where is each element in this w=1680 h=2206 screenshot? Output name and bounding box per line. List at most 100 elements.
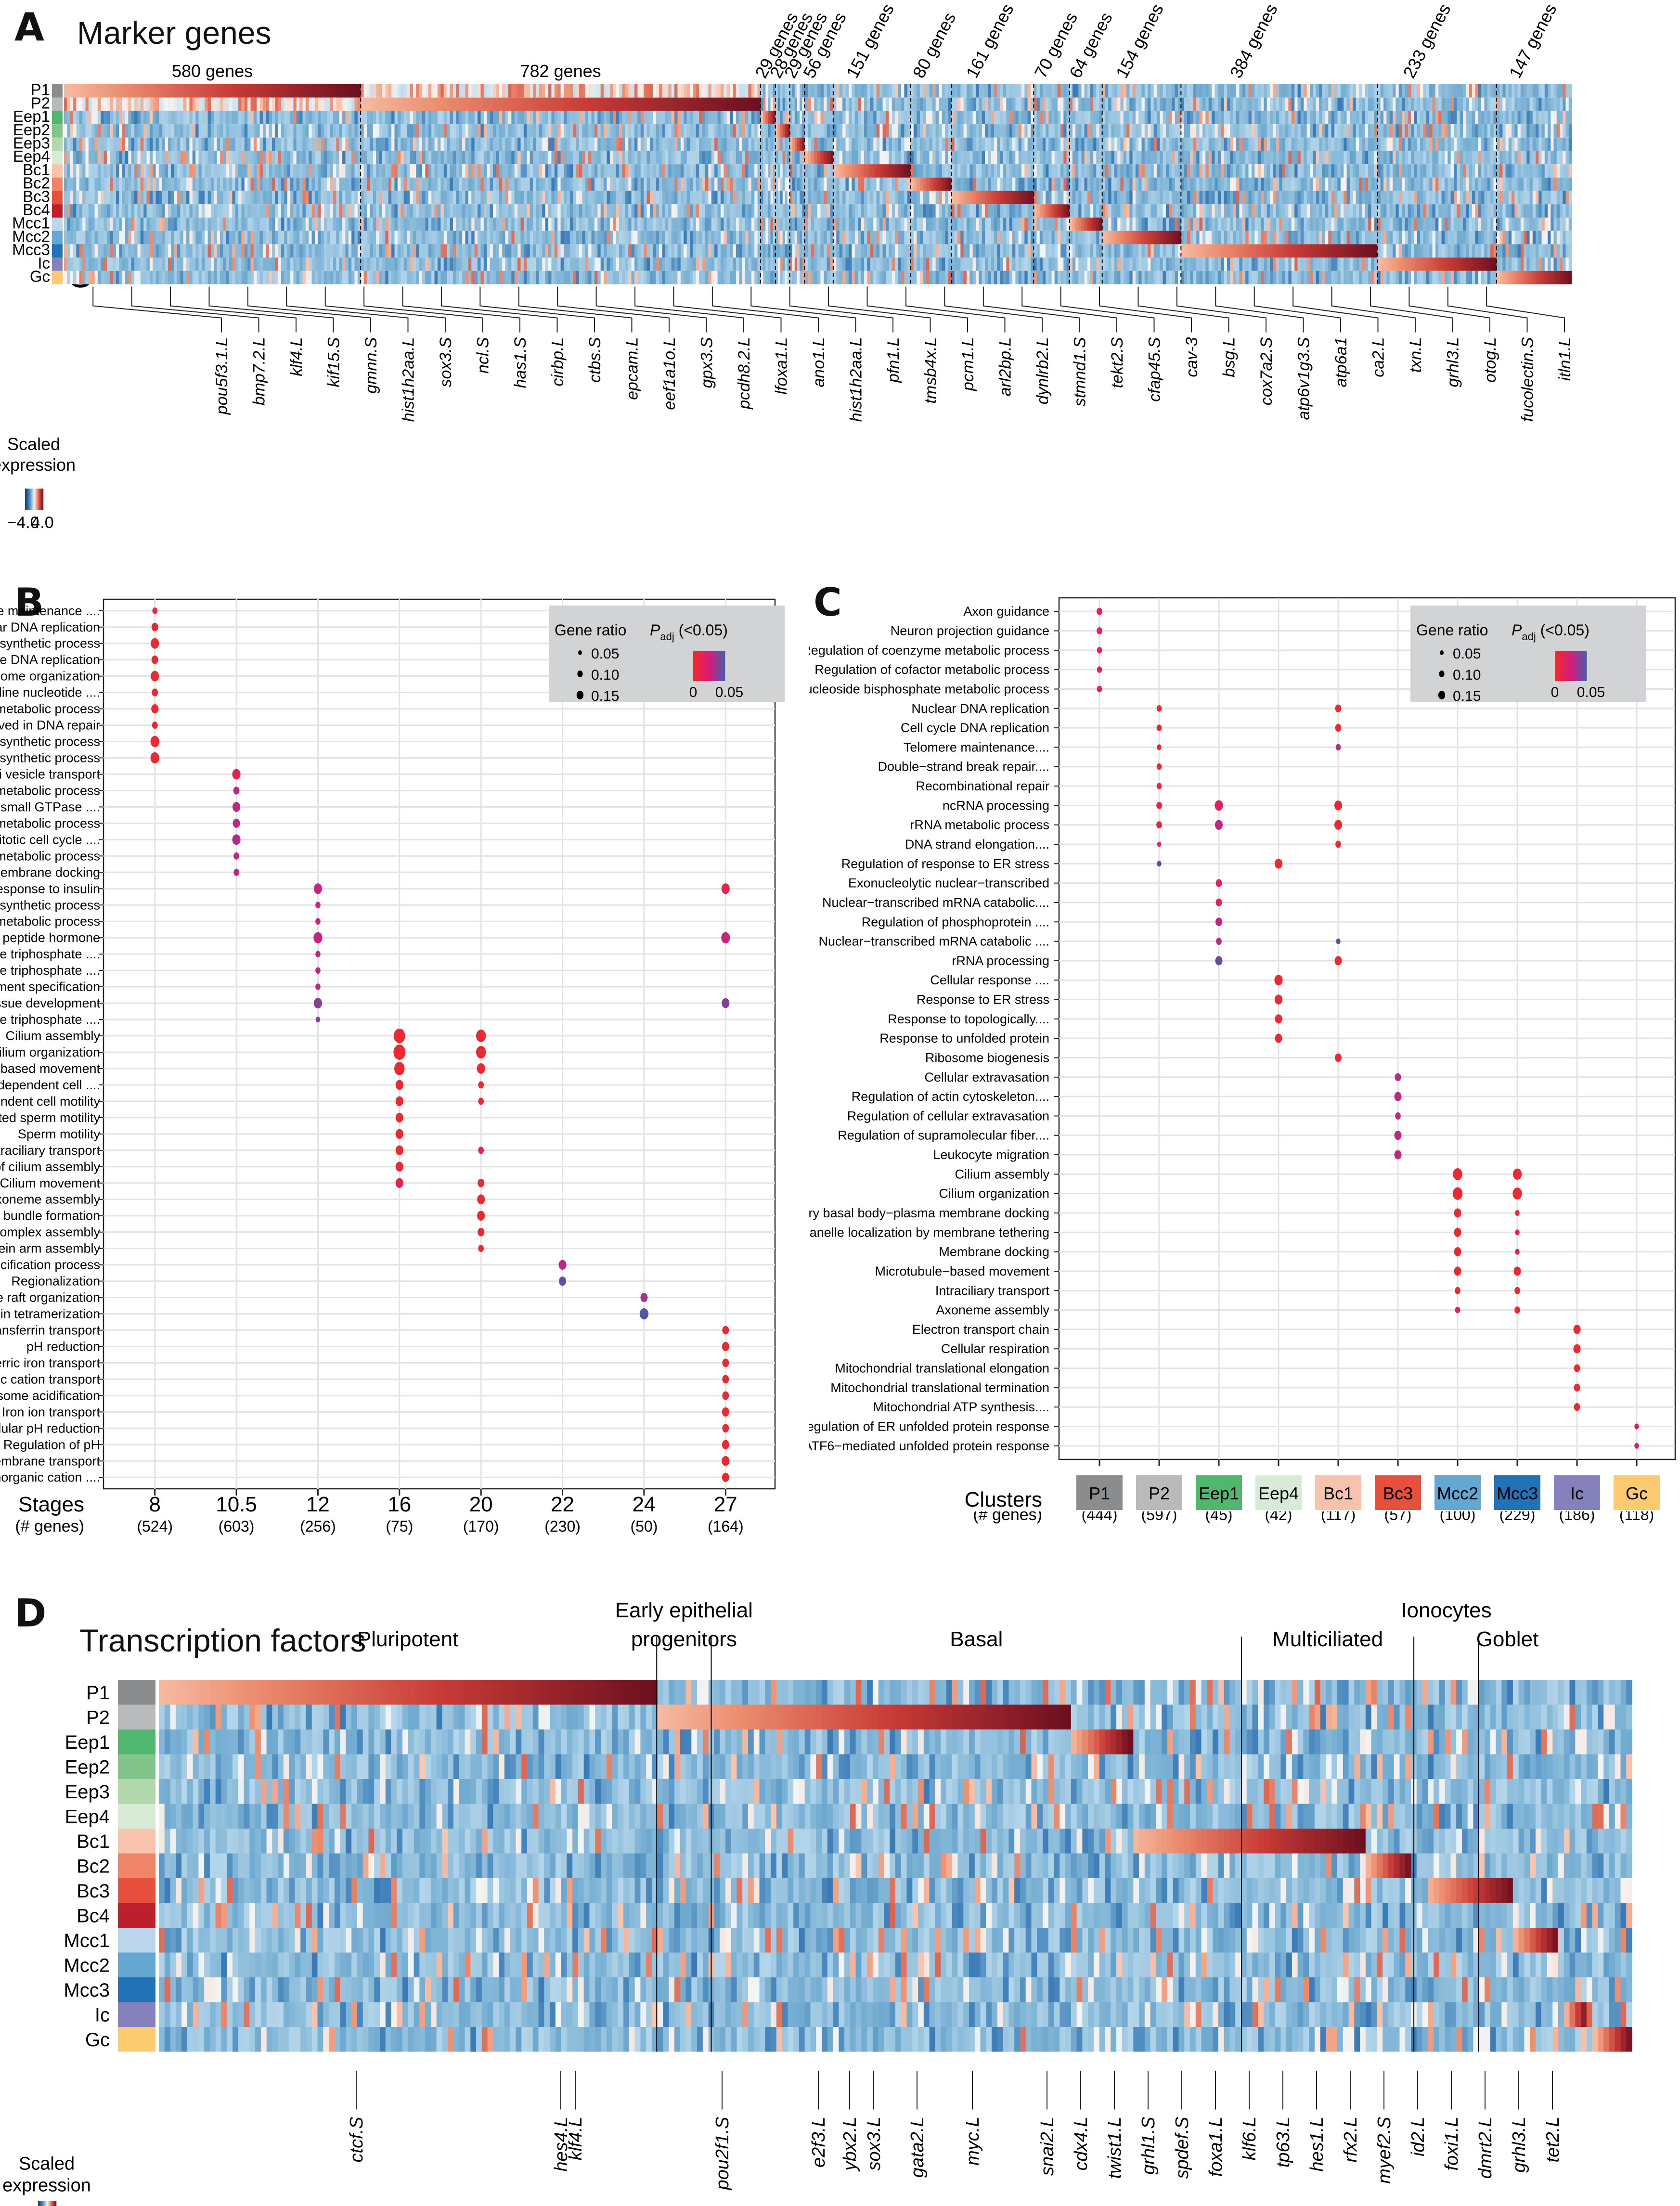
heat-cell — [217, 151, 220, 165]
heat-cell — [410, 191, 414, 205]
heat-cell — [171, 258, 175, 271]
heat-cell — [839, 124, 843, 138]
heat-cell — [775, 244, 778, 258]
heat-cell — [143, 271, 147, 284]
heat-cell — [73, 124, 77, 138]
heat-cell — [637, 84, 641, 98]
heat-cell — [523, 218, 527, 231]
heat-cell — [548, 204, 552, 218]
heat-cell — [305, 151, 309, 165]
heat-cell — [235, 124, 239, 138]
heat-cell — [674, 231, 678, 245]
heat-cell — [656, 204, 659, 218]
heat-cell — [511, 204, 515, 218]
heat-cell — [640, 191, 644, 205]
heat-cell — [717, 231, 721, 245]
heat-cell — [180, 191, 184, 205]
heat-cell — [462, 84, 466, 98]
heat-cell — [800, 204, 802, 218]
heat-cell — [336, 244, 340, 258]
heat-cell — [201, 137, 205, 151]
heat-cell — [690, 137, 694, 151]
heat-cell — [963, 218, 967, 231]
heat-cell — [1039, 244, 1043, 258]
heat-cell — [702, 244, 706, 258]
heat-cell — [975, 177, 979, 191]
heat-cell — [366, 124, 370, 138]
heat-cell — [684, 191, 687, 205]
heat-cell — [1034, 137, 1037, 151]
heat-cell — [1021, 124, 1025, 138]
heat-cell — [622, 204, 626, 218]
heat-cell — [357, 271, 361, 284]
heat-cell — [879, 151, 883, 165]
heat-cell — [462, 151, 466, 165]
heat-cell — [357, 191, 361, 205]
heat-cell — [637, 97, 641, 111]
heat-cell — [94, 111, 98, 125]
heat-cell — [271, 137, 275, 151]
heat-cell — [287, 164, 291, 178]
heat-cell — [508, 271, 512, 284]
heat-cell — [548, 151, 552, 165]
heat-cell — [665, 258, 669, 271]
heat-cell — [533, 244, 537, 258]
heat-cell — [814, 258, 818, 271]
heat-cell — [419, 218, 423, 231]
heat-cell — [926, 258, 930, 271]
heat-cell — [659, 84, 663, 98]
heat-cell — [619, 164, 623, 178]
heat-cell — [542, 137, 546, 151]
heat-cell — [149, 151, 153, 165]
heat-cell — [882, 271, 886, 284]
heat-cell — [88, 218, 92, 231]
heat-cell — [210, 164, 214, 178]
heat-cell — [797, 124, 800, 138]
heat-cell — [702, 191, 706, 205]
heat-cell — [183, 271, 187, 284]
heat-cell — [330, 177, 334, 191]
heat-cell — [275, 137, 279, 151]
heat-cell — [339, 258, 343, 271]
heat-cell — [134, 271, 138, 284]
heat-cell — [1036, 244, 1040, 258]
heat-cell — [1000, 164, 1004, 178]
heat-cell — [137, 218, 141, 231]
heat-cell — [452, 271, 456, 284]
heat-cell — [742, 231, 746, 245]
heat-cell — [103, 271, 107, 284]
heat-cell — [153, 218, 156, 231]
heat-cell — [241, 164, 245, 178]
heat-cell — [892, 231, 895, 245]
heat-cell — [789, 177, 793, 191]
heat-cell — [128, 177, 132, 191]
heat-cell — [567, 164, 570, 178]
heat-cell — [1018, 218, 1022, 231]
heat-cell — [379, 177, 383, 191]
heat-cell — [370, 124, 374, 138]
heat-cell — [957, 191, 961, 205]
heat-cell — [431, 97, 435, 111]
heat-cell — [536, 137, 540, 151]
heat-cell — [431, 137, 435, 151]
heat-cell — [913, 111, 917, 125]
heat-cell — [309, 84, 312, 98]
heat-cell — [250, 177, 254, 191]
heat-cell — [232, 124, 236, 138]
heat-cell — [994, 191, 997, 205]
heat-cell — [394, 204, 398, 218]
heat-cell — [782, 204, 786, 218]
heat-cell — [311, 244, 315, 258]
heat-cell — [403, 218, 407, 231]
heat-cell — [171, 204, 175, 218]
heat-cell — [143, 97, 147, 111]
heat-cell — [345, 137, 349, 151]
heat-cell — [1015, 258, 1019, 271]
heat-cell — [490, 177, 493, 191]
heat-cell — [634, 151, 638, 165]
heat-cell — [131, 84, 135, 98]
heat-cell — [1015, 124, 1019, 138]
heat-cell — [569, 124, 573, 138]
heat-cell — [416, 218, 420, 231]
heat-cell — [259, 137, 263, 151]
